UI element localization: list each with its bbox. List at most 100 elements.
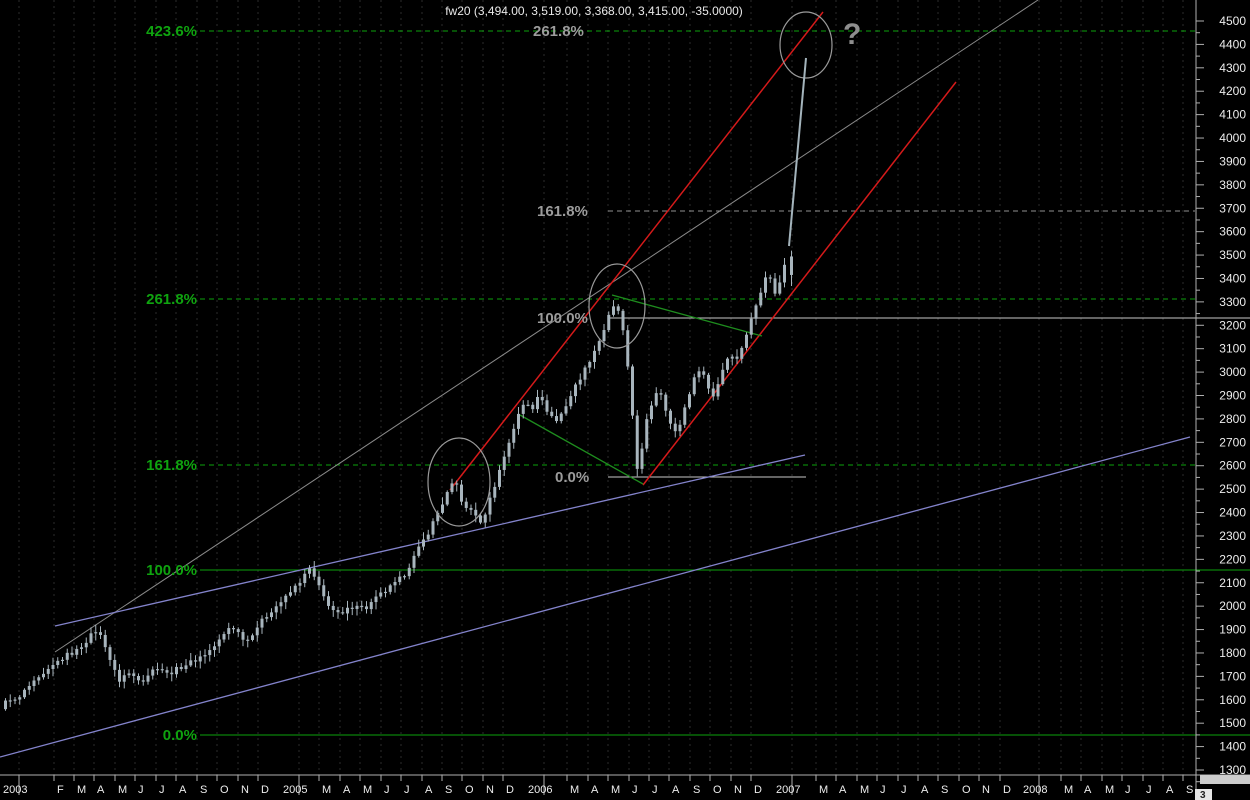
y-axis-label: 3200: [1219, 318, 1246, 332]
x-axis-month-label: N: [982, 784, 990, 796]
x-axis-month-label: N: [241, 784, 249, 796]
x-axis-year-label: 2005: [283, 784, 307, 796]
grid-layer: [18, 0, 1184, 775]
y-axis-label: 3400: [1219, 271, 1246, 285]
candlestick-series: [4, 250, 793, 711]
x-axis-month-label: S: [941, 784, 948, 796]
x-axis-month-label: N: [734, 784, 742, 796]
y-axis-label: 3500: [1219, 248, 1246, 262]
y-axis-label: 2100: [1219, 576, 1246, 590]
y-axis-label: 3600: [1219, 225, 1246, 239]
y-axis-label: 4000: [1219, 131, 1246, 145]
trendlines-layer: [0, 0, 1191, 758]
chart-title: fw20 (3,494.00, 3,519.00, 3,368.00, 3,41…: [445, 4, 743, 18]
x-axis-month-label: A: [839, 784, 847, 796]
x-axis-month-label: O: [220, 784, 229, 796]
y-axis-label: 2200: [1219, 552, 1246, 566]
x-axis-month-label: A: [1084, 784, 1092, 796]
y-axis-label: 3000: [1219, 365, 1246, 379]
x-axis-month-label: A: [921, 784, 929, 796]
x-axis-month-label: J: [138, 784, 144, 796]
y-axis-label: 2600: [1219, 459, 1246, 473]
y-axis-label: 1300: [1219, 763, 1246, 777]
x-axis-month-label: J: [404, 784, 410, 796]
fib-gray-label-161.8%: 161.8%: [537, 203, 588, 220]
corner-label: 3: [1200, 790, 1206, 800]
x-axis-month-label: S: [200, 784, 207, 796]
x-axis-year-label: 2006: [528, 784, 552, 796]
x-axis-month-label: O: [962, 784, 971, 796]
highlight-circle-2005-top: [427, 437, 491, 527]
labels-layer: 4500 4400 4300 4200 4100 4000 3900 3800 3700 3600…: [3, 14, 1246, 796]
x-axis-month-label: M: [77, 784, 86, 796]
x-axis-month-label: J: [901, 784, 907, 796]
fib-green-label-261.8%: 261.8%: [146, 291, 197, 308]
fib-green-label-0.0%: 0.0%: [163, 727, 197, 744]
x-axis-month-label: J: [384, 784, 390, 796]
annotation-shapes-layer: [427, 11, 833, 527]
green-pattern-line-a: [519, 414, 644, 485]
y-axis-label: 4500: [1219, 14, 1246, 28]
x-axis-month-label: D: [1003, 784, 1011, 796]
fib-green-label-100.0%: 100.0%: [146, 562, 197, 579]
y-axis-label: 1700: [1219, 669, 1246, 683]
gray-channel-line: [54, 0, 1039, 653]
purple-upper-channel-line: [54, 454, 806, 627]
y-axis-label: 2500: [1219, 482, 1246, 496]
x-axis-year-label: 2007: [776, 784, 800, 796]
x-axis-month-label: M: [819, 784, 828, 796]
y-axis-label: 2800: [1219, 412, 1246, 426]
x-axis-month-label: O: [465, 784, 474, 796]
purple-lower-channel-line: [0, 436, 1191, 758]
x-axis-month-label: M: [1064, 784, 1073, 796]
y-axis-label: 3100: [1219, 342, 1246, 356]
y-axis-label: 4100: [1219, 108, 1246, 122]
x-axis-month-label: A: [343, 784, 351, 796]
red-channel-lower-line: [642, 81, 957, 486]
x-axis-month-label: M: [118, 784, 127, 796]
x-axis-month-label: D: [261, 784, 269, 796]
x-axis-month-label: M: [363, 784, 372, 796]
x-axis-month-label: M: [611, 784, 620, 796]
x-axis-month-label: S: [1186, 784, 1193, 796]
x-axis-year-label: 2003: [3, 784, 27, 796]
x-axis-month-label: S: [693, 784, 700, 796]
x-axis-month-label: J: [1146, 784, 1152, 796]
x-axis-month-label: A: [97, 784, 105, 796]
x-axis-month-label: J: [652, 784, 658, 796]
x-axis-month-label: F: [57, 784, 64, 796]
y-axis-label: 4300: [1219, 61, 1246, 75]
x-axis-month-label: M: [1105, 784, 1114, 796]
fib-gray-label-100.0%: 100.0%: [537, 310, 588, 327]
y-axis-label: 4200: [1219, 84, 1246, 98]
x-axis-month-label: D: [754, 784, 762, 796]
x-axis-month-label: A: [672, 784, 680, 796]
y-axis-label: 3300: [1219, 295, 1246, 309]
y-axis-label: 3900: [1219, 154, 1246, 168]
highlight-circle-target: [779, 11, 833, 79]
x-axis-month-label: A: [425, 784, 433, 796]
red-channel-upper-line: [449, 11, 824, 491]
x-axis-month-label: M: [570, 784, 579, 796]
x-axis-year-label: 2008: [1023, 784, 1047, 796]
x-axis-month-label: A: [591, 784, 599, 796]
y-axis-label: 1800: [1219, 646, 1246, 660]
x-axis-month-label: D: [506, 784, 514, 796]
projection-arrow: [788, 57, 807, 247]
y-axis-label: 1900: [1219, 623, 1246, 637]
fib-gray-label-261.8%: 261.8%: [533, 23, 584, 40]
green-pattern-line-b: [611, 294, 763, 337]
x-axis-month-label: J: [632, 784, 638, 796]
x-axis-month-label: J: [1125, 784, 1131, 796]
highlight-circle-2006-top: [588, 263, 646, 349]
y-axis-label: 2900: [1219, 389, 1246, 403]
x-axis-month-label: A: [179, 784, 187, 796]
x-axis-month-label: J: [159, 784, 165, 796]
y-axis-label: 1600: [1219, 693, 1246, 707]
x-axis-month-label: A: [1166, 784, 1174, 796]
y-axis-label: 2400: [1219, 506, 1246, 520]
fibonacci-lines-layer: [200, 30, 1250, 736]
